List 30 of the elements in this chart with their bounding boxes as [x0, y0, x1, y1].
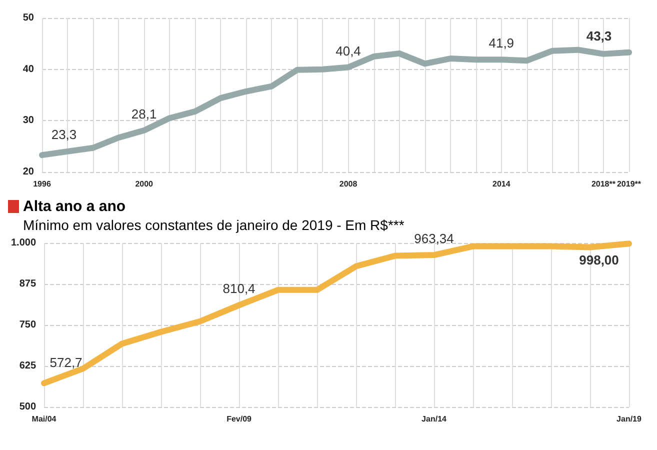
chart-title: Alta ano a ano — [23, 198, 126, 215]
data-label: 572,7 — [50, 355, 82, 370]
y-tick-label: 875 — [19, 278, 36, 290]
x-tick-label: 2014 — [492, 180, 511, 188]
data-label: 23,3 — [51, 127, 77, 142]
y-tick-label: 40 — [22, 64, 34, 75]
data-label: 28,1 — [131, 106, 157, 122]
y-tick-label: 20 — [22, 166, 34, 178]
y-tick-label: 1.000 — [10, 238, 36, 248]
x-tick-label: Jan/14 — [422, 414, 448, 424]
data-label: 40,4 — [336, 43, 361, 58]
x-tick-label: 2000 — [135, 180, 154, 188]
x-tick-label: 2008 — [339, 180, 358, 188]
data-label: 41,9 — [488, 36, 514, 51]
x-tick-label: 2019** — [616, 180, 642, 188]
data-label: 998,00 — [579, 252, 619, 268]
y-tick-label: 625 — [19, 360, 36, 372]
chart-subtitle: Mínimo em valores constantes de janeiro de 2019 - Em R$*** — [23, 217, 406, 233]
data-label: 963,34 — [414, 231, 454, 246]
x-tick-label: Fev/09 — [226, 414, 252, 424]
y-tick-label: 50 — [22, 12, 34, 24]
data-label: 810,4 — [222, 281, 256, 296]
y-tick-label: 30 — [22, 115, 34, 126]
x-tick-label: Jan/19 — [616, 414, 642, 424]
data-label: 43,3 — [586, 28, 612, 44]
x-tick-label: Mai/04 — [32, 414, 57, 424]
x-tick-label: 2018** — [591, 180, 616, 188]
x-tick-label: 1996 — [33, 180, 52, 188]
y-tick-label: 750 — [19, 320, 36, 330]
y-tick-label: 500 — [19, 402, 36, 412]
